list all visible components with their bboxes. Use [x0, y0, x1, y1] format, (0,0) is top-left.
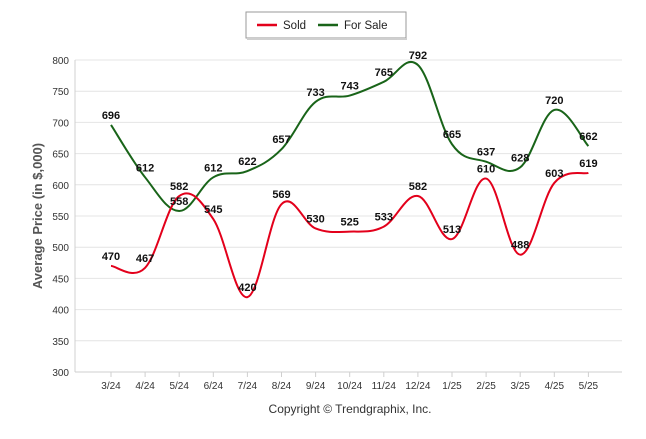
data-label-sold: 530	[306, 213, 324, 225]
data-label-for-sale: 637	[477, 147, 495, 159]
x-tick-label: 11/24	[372, 381, 397, 392]
data-label-sold: 488	[511, 240, 529, 252]
legend-shadow	[247, 38, 407, 40]
legend-label-for-sale: For Sale	[344, 20, 387, 32]
data-label-for-sale: 662	[579, 131, 597, 143]
data-label-for-sale: 733	[306, 87, 324, 99]
y-tick-label: 600	[52, 181, 69, 192]
y-axis: 300 350 400 450 500 550 600 650 700 750 800	[52, 56, 76, 379]
x-tick-label: 5/24	[169, 381, 189, 392]
x-tick-label: 8/24	[272, 381, 292, 392]
data-label-sold: 610	[477, 164, 495, 176]
y-tick-label: 550	[52, 212, 69, 223]
grid	[75, 59, 622, 373]
data-label-sold: 582	[409, 181, 427, 193]
data-label-for-sale: 765	[375, 67, 393, 79]
y-tick-label: 700	[52, 118, 69, 129]
y-tick-label: 400	[52, 306, 69, 317]
series-line-for-sale	[110, 61, 590, 213]
data-label-for-sale: 558	[170, 196, 188, 208]
data-label-sold: 470	[102, 251, 120, 263]
data-label-for-sale: 743	[341, 81, 359, 93]
data-label-sold: 582	[170, 181, 188, 193]
data-label-for-sale: 612	[136, 162, 154, 174]
x-tick-label: 1/25	[442, 381, 462, 392]
data-label-for-sale: 622	[238, 156, 256, 168]
x-tick-label: 9/24	[306, 381, 326, 392]
x-tick-label: 3/25	[510, 381, 530, 392]
y-tick-label: 650	[52, 150, 69, 161]
x-tick-label: 3/24	[101, 381, 121, 392]
data-label-for-sale: 792	[409, 50, 427, 62]
y-tick-label: 350	[52, 337, 69, 348]
data-label-for-sale: 665	[443, 129, 461, 141]
data-label-sold: 619	[579, 158, 597, 170]
data-label-sold: 569	[272, 189, 290, 201]
series-lines	[110, 61, 590, 299]
data-label-sold: 545	[204, 204, 222, 216]
y-tick-label: 450	[52, 274, 69, 285]
data-label-sold: 603	[545, 168, 563, 180]
data-label-sold: 533	[375, 212, 393, 224]
data-label-sold: 525	[341, 217, 359, 229]
data-label-sold: 513	[443, 224, 461, 236]
x-tick-label: 7/24	[238, 381, 258, 392]
x-tick-label: 12/24	[405, 381, 430, 392]
x-tick-label: 4/25	[545, 381, 565, 392]
x-axis: 3/24 4/24 5/24 6/24 7/24 8/24 9/24 10/24 11/24 12…	[75, 371, 622, 392]
y-axis-title: Average Price (in $,000)	[30, 143, 45, 289]
legend-label-sold: Sold	[283, 20, 306, 32]
x-tick-label: 4/24	[135, 381, 155, 392]
data-label-for-sale: 720	[545, 95, 563, 107]
data-label-sold: 420	[238, 282, 256, 294]
y-tick-label: 500	[52, 243, 69, 254]
x-tick-label: 10/24	[337, 381, 362, 392]
data-label-for-sale: 696	[102, 110, 120, 122]
legend: Sold For Sale	[245, 11, 407, 40]
data-label-sold: 467	[136, 253, 154, 265]
data-labels: 470 467 582 545 420 569 530 525 533 582 513 610 488 6…	[102, 50, 598, 294]
data-label-for-sale: 628	[511, 152, 529, 164]
series-line-sold	[110, 171, 589, 299]
x-tick-label: 6/24	[204, 381, 224, 392]
x-tick-label: 2/25	[476, 381, 496, 392]
x-tick-label: 5/25	[579, 381, 599, 392]
data-label-for-sale: 657	[272, 134, 290, 146]
y-tick-label: 750	[52, 87, 69, 98]
copyright-footer: Copyright © Trendgraphix, Inc.	[269, 402, 432, 416]
data-label-for-sale: 612	[204, 162, 222, 174]
y-tick-label: 300	[52, 368, 69, 379]
y-tick-label: 800	[52, 56, 69, 67]
